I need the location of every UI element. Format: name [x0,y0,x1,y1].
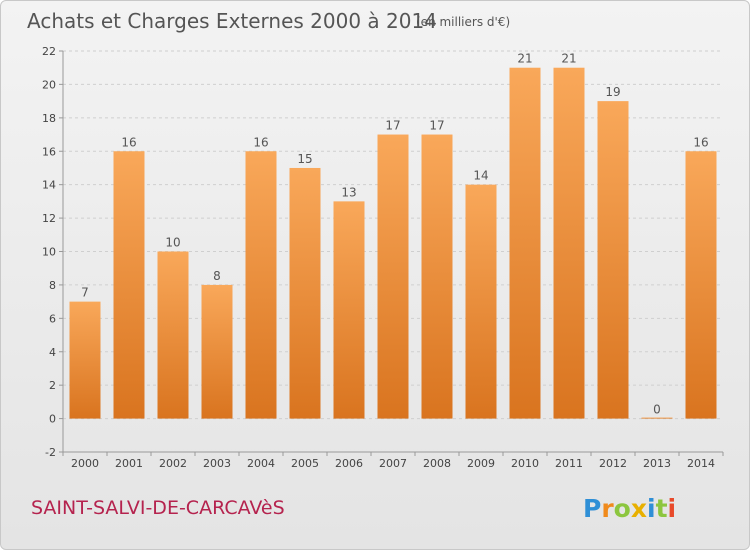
logo-letter: i [647,494,656,523]
y-tick-label: 14 [42,179,56,192]
y-tick-label: 2 [49,379,56,392]
bar-2007 [377,134,409,419]
bars [69,67,717,419]
bar-2003 [201,284,233,419]
x-tick-label-2002: 2002 [159,457,187,470]
y-tick-label: 0 [49,413,56,426]
bar-2002 [157,251,189,419]
y-tick-label: 20 [42,78,56,91]
y-tick-label: 4 [49,346,56,359]
y-tick-label: 12 [42,212,56,225]
data-label-2002: 10 [165,236,180,250]
x-tick-label-2001: 2001 [115,457,143,470]
bar-2009 [465,184,497,419]
data-label-2005: 15 [297,152,312,166]
x-tick-label-2008: 2008 [423,457,451,470]
x-tick-label-2012: 2012 [599,457,627,470]
logo-letter: P [583,494,601,523]
commune-name: SAINT-SALVI-DE-CARCAVèS [31,497,285,519]
logo-letter: x [631,494,647,523]
x-tick-label-2003: 2003 [203,457,231,470]
bar-2014 [685,151,717,419]
logo-letter: r [601,494,614,523]
bar-2012 [597,101,629,419]
data-label-2007: 17 [385,119,400,133]
data-labels: 7 16 10 8 16 15 13 17 17 14 21 21 19 0 16 [81,52,708,417]
data-label-2012: 19 [605,85,620,99]
data-label-2014: 16 [693,135,708,149]
y-tick-label: -2 [45,446,56,459]
chart-title: Achats et Charges Externes 2000 à 2014 [27,9,437,33]
data-label-2001: 16 [121,135,136,149]
data-label-2013: 0 [653,403,661,417]
bar-2005 [289,167,321,419]
y-tick-label: 8 [49,279,56,292]
y-tick-labels: -2 0 2 4 6 8 10 12 14 16 18 20 22 [42,45,63,459]
logo-letter: t [656,494,668,523]
y-tick-label: 6 [49,312,56,325]
x-tick-label-2007: 2007 [379,457,407,470]
data-label-2004: 16 [253,135,268,149]
bar-2006 [333,201,365,419]
data-label-2011: 21 [561,52,576,66]
x-tick-label-2006: 2006 [335,457,363,470]
bar-2004 [245,151,277,419]
data-label-2010: 21 [517,52,532,66]
y-tick-label: 18 [42,112,56,125]
data-label-2009: 14 [473,169,488,183]
x-tick-label-2011: 2011 [555,457,583,470]
x-tick-label-2004: 2004 [247,457,275,470]
data-label-2000: 7 [81,286,89,300]
logo-letter: i [668,494,677,523]
bar-2001 [113,151,145,419]
data-label-2006: 13 [341,185,356,199]
data-label-2008: 17 [429,119,444,133]
y-tick-label: 22 [42,45,56,58]
chart-subtitle: (en milliers d'€) [416,15,510,29]
x-tick-label-2014: 2014 [687,457,715,470]
x-tick-label-2000: 2000 [71,457,99,470]
x-tick-label-2005: 2005 [291,457,319,470]
data-label-2003: 8 [213,269,221,283]
x-tick-label-2013: 2013 [643,457,671,470]
bar-2000 [69,301,101,419]
bar-2008 [421,134,453,419]
bar-2013 [641,417,673,419]
x-tick-label-2010: 2010 [511,457,539,470]
bar-2011 [553,67,585,419]
y-tick-label: 10 [42,246,56,259]
x-tick-label-2009: 2009 [467,457,495,470]
x-tick-labels: 2000 2001 2002 2003 2004 2005 2006 2007 2008 2009… [62,452,724,470]
bar-2010 [509,67,541,419]
logo-letter: o [614,494,631,523]
y-tick-label: 16 [42,145,56,158]
proxiti-logo: Proxiti [583,494,676,523]
